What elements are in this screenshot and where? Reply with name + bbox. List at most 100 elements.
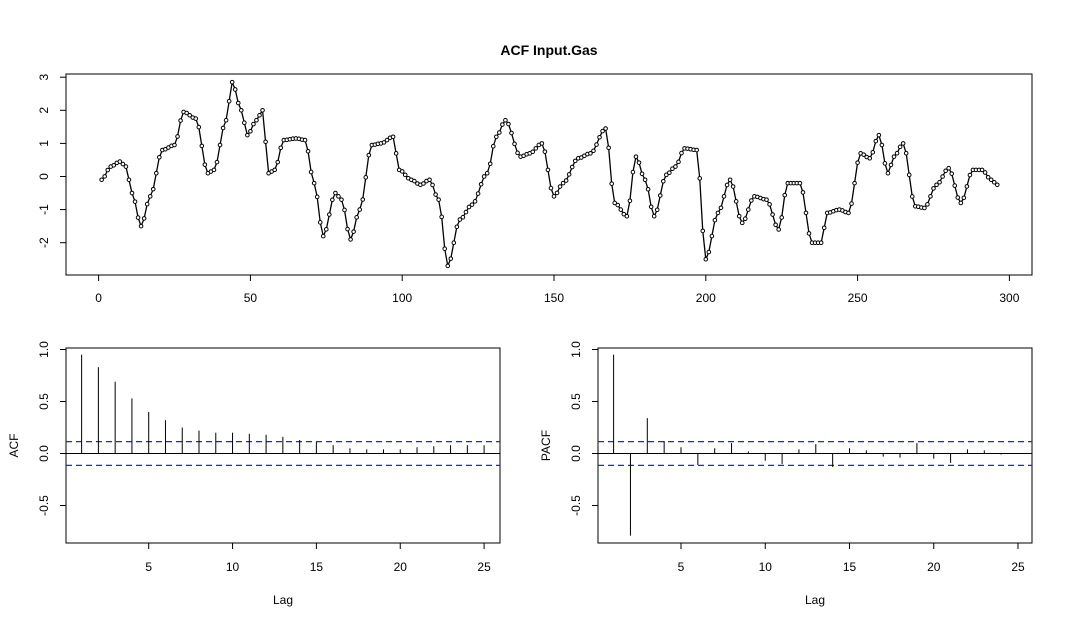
ts-point	[566, 172, 572, 177]
ts-point	[654, 207, 660, 213]
ts-point	[964, 184, 970, 189]
ts-point	[727, 177, 733, 183]
ts-point	[399, 169, 405, 174]
acf-x-axis-title: Lag	[273, 593, 293, 607]
ts-point	[475, 191, 481, 196]
ts-point	[257, 112, 262, 118]
ts-point	[679, 150, 684, 156]
ts-point	[879, 142, 885, 148]
ts-x-tick-label: 0	[95, 291, 102, 305]
ts-point	[463, 209, 469, 215]
ts-point	[885, 170, 891, 176]
ts-point	[594, 142, 599, 147]
ts-point	[99, 177, 104, 183]
pacf-x-tick-label: 10	[759, 560, 773, 574]
ts-point	[624, 213, 630, 219]
ts-point	[563, 178, 569, 183]
time-series-panel: 0 50 100 150 200 250 300 -2 -1 0 1 2 3	[37, 73, 1033, 305]
ts-point	[351, 229, 356, 234]
acf-plot-frame	[65, 347, 501, 544]
ts-point	[773, 222, 778, 228]
ts-point	[442, 246, 448, 252]
ts-point	[363, 175, 369, 180]
ts-point	[487, 161, 493, 167]
acf-y-tick-label: -0.5	[37, 495, 51, 516]
ts-point	[645, 186, 651, 192]
ts-y-tick-label: -1	[37, 204, 51, 215]
ts-point	[931, 186, 936, 191]
ts-point	[381, 140, 387, 145]
ts-point	[199, 143, 205, 149]
pacf-y-tick-label: 1.0	[569, 341, 583, 358]
ts-point	[117, 159, 123, 164]
ts-point	[512, 141, 517, 147]
ts-point	[402, 172, 408, 178]
ts-point	[226, 98, 232, 104]
ts-point	[308, 169, 314, 175]
ts-point	[232, 87, 238, 92]
ts-point	[985, 174, 991, 180]
ts-point	[897, 144, 903, 150]
ts-point	[503, 117, 508, 123]
ts-point	[612, 200, 618, 206]
ts-point	[600, 128, 605, 134]
ts-point	[506, 121, 511, 127]
ts-point	[314, 194, 320, 200]
ts-point	[457, 217, 463, 222]
ts-point	[749, 198, 754, 203]
ts-point	[275, 159, 281, 165]
ts-point	[123, 164, 129, 169]
ts-point	[245, 132, 250, 138]
ts-point	[739, 220, 745, 226]
ts-point	[472, 199, 478, 204]
ts-point	[254, 117, 259, 123]
ts-point	[928, 194, 933, 199]
ts-point	[636, 160, 642, 165]
ts-point	[454, 224, 460, 230]
ts-point	[609, 181, 614, 186]
ts-point	[497, 130, 502, 135]
acf-x-tick-label: 25	[477, 560, 491, 574]
ts-point	[172, 142, 177, 148]
ts-point	[345, 226, 350, 232]
ts-point	[530, 149, 536, 155]
ts-point	[870, 149, 876, 155]
ts-point	[217, 142, 223, 148]
ts-point	[235, 100, 241, 106]
acf-x-tick-label: 10	[226, 560, 240, 574]
ts-point	[937, 179, 942, 185]
ts-point	[324, 227, 329, 232]
ts-point	[412, 178, 417, 184]
ts-point	[481, 174, 487, 179]
ts-point	[715, 210, 721, 216]
ts-point	[144, 201, 150, 207]
ts-point	[670, 166, 675, 172]
ts-point	[767, 202, 772, 207]
ts-point	[354, 215, 359, 220]
ts-point	[494, 134, 499, 140]
ts-y-tick-label: 1	[37, 140, 51, 147]
ts-point	[320, 233, 326, 239]
ts-point	[949, 171, 955, 176]
acf-x-tick-label: 15	[310, 560, 324, 574]
ts-point	[421, 181, 426, 186]
ts-point	[445, 263, 451, 269]
pacf-y-tick-label: -0.5	[569, 495, 583, 516]
ts-point	[651, 213, 657, 219]
acf-y-tick-label: 1.0	[37, 341, 51, 358]
acf-x-tick-label: 5	[145, 560, 152, 574]
ts-point	[709, 233, 715, 239]
ts-point	[263, 139, 268, 145]
ts-point	[946, 165, 951, 171]
pacf-x-tick-label: 15	[843, 560, 857, 574]
ts-point	[955, 195, 961, 200]
pacf-plot-frame	[597, 347, 1033, 544]
ts-point	[888, 162, 894, 168]
ts-point	[852, 180, 857, 186]
ts-point	[603, 126, 608, 131]
ts-point	[427, 177, 432, 183]
ts-point	[994, 182, 1000, 188]
ts-point	[673, 164, 678, 169]
